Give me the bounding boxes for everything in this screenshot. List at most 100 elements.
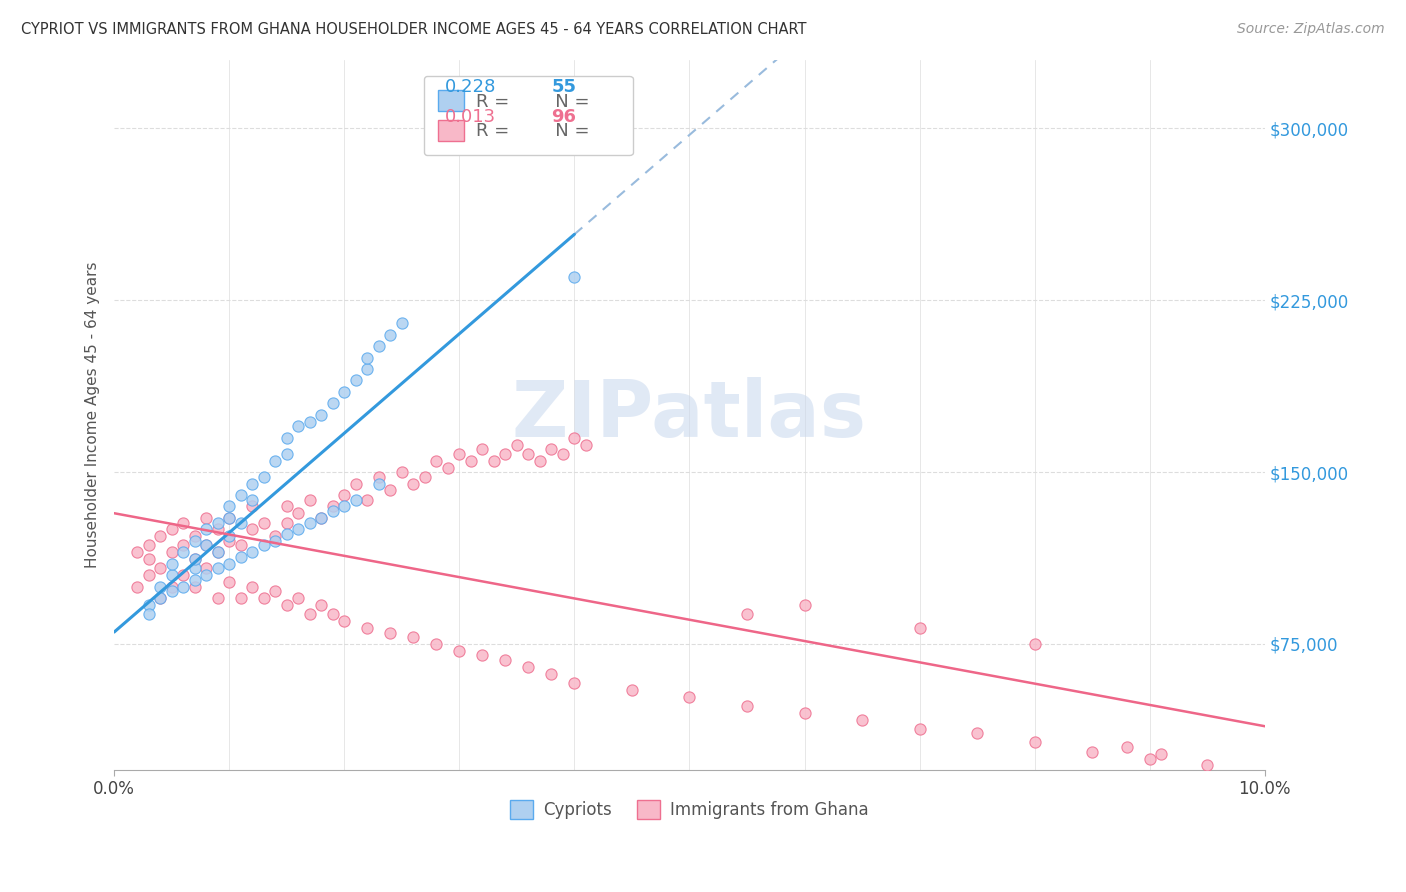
Point — [172, 580, 194, 594]
Point — [540, 666, 562, 681]
Point — [149, 529, 172, 543]
Point — [276, 527, 298, 541]
Point — [195, 538, 218, 552]
Point — [1197, 758, 1219, 772]
Point — [138, 552, 160, 566]
Point — [160, 522, 183, 536]
Point — [276, 598, 298, 612]
Point — [149, 580, 172, 594]
Point — [413, 469, 436, 483]
Point — [172, 545, 194, 559]
Point — [276, 500, 298, 514]
Point — [253, 516, 276, 530]
Point — [793, 598, 815, 612]
Point — [229, 488, 252, 502]
Point — [322, 500, 344, 514]
Point — [333, 614, 356, 628]
Point — [240, 522, 263, 536]
Point — [1150, 747, 1173, 761]
Point — [229, 538, 252, 552]
Point — [449, 644, 471, 658]
Point — [517, 447, 540, 461]
Point — [356, 621, 378, 635]
Point — [851, 713, 873, 727]
Point — [1024, 735, 1046, 749]
Point — [183, 580, 205, 594]
Point — [287, 591, 309, 606]
Point — [551, 447, 574, 461]
Point — [298, 492, 321, 507]
Point — [160, 545, 183, 559]
Point — [735, 607, 758, 622]
Point — [138, 568, 160, 582]
Point — [367, 339, 389, 353]
Point — [218, 533, 240, 548]
Point — [793, 706, 815, 720]
Point — [149, 591, 172, 606]
Point — [322, 607, 344, 622]
Point — [240, 545, 263, 559]
Point — [494, 653, 516, 667]
Text: ZIPatlas: ZIPatlas — [512, 376, 868, 453]
Point — [620, 682, 643, 697]
Point — [564, 676, 586, 690]
Point — [449, 447, 471, 461]
Point — [437, 460, 460, 475]
Point — [344, 476, 367, 491]
Point — [908, 621, 931, 635]
Point — [506, 437, 529, 451]
Point — [575, 437, 598, 451]
Point — [344, 492, 367, 507]
Point — [529, 453, 551, 467]
Point — [207, 545, 229, 559]
Point — [276, 516, 298, 530]
Point — [311, 408, 333, 422]
Point — [678, 690, 700, 704]
Point — [287, 522, 309, 536]
Point — [1139, 751, 1161, 765]
Point — [402, 476, 425, 491]
Point — [127, 580, 149, 594]
Point — [207, 522, 229, 536]
Point — [183, 533, 205, 548]
Point — [966, 726, 988, 740]
Point — [127, 545, 149, 559]
Point — [344, 373, 367, 387]
Point — [1115, 740, 1137, 755]
Point — [391, 316, 413, 330]
Point — [138, 607, 160, 622]
Point — [494, 447, 516, 461]
Point — [1024, 637, 1046, 651]
Text: 55: 55 — [551, 78, 576, 95]
Point — [138, 598, 160, 612]
Point — [264, 529, 287, 543]
Point — [264, 453, 287, 467]
Point — [311, 511, 333, 525]
Point — [311, 511, 333, 525]
Point — [322, 504, 344, 518]
Point — [333, 384, 356, 399]
Point — [311, 598, 333, 612]
Point — [183, 561, 205, 575]
Point — [195, 511, 218, 525]
Point — [333, 500, 356, 514]
Point — [160, 557, 183, 571]
Point — [425, 637, 447, 651]
Point — [218, 575, 240, 590]
Point — [564, 431, 586, 445]
Point — [218, 529, 240, 543]
Point — [160, 568, 183, 582]
Point — [287, 419, 309, 434]
Point — [298, 607, 321, 622]
Point — [218, 511, 240, 525]
Point — [333, 488, 356, 502]
Point — [735, 698, 758, 713]
Point — [218, 511, 240, 525]
Point — [218, 557, 240, 571]
Point — [218, 500, 240, 514]
Point — [276, 447, 298, 461]
Point — [195, 522, 218, 536]
Y-axis label: Householder Income Ages 45 - 64 years: Householder Income Ages 45 - 64 years — [86, 261, 100, 568]
Point — [195, 561, 218, 575]
Point — [298, 415, 321, 429]
